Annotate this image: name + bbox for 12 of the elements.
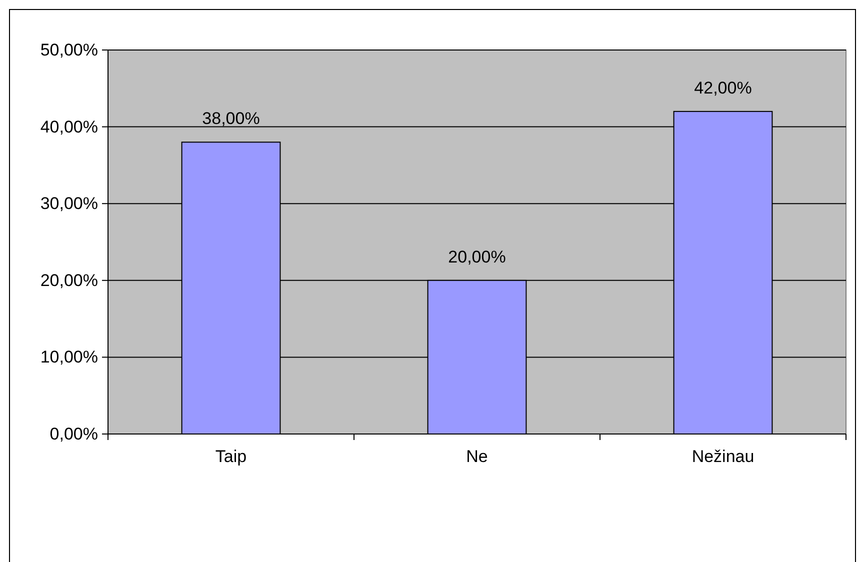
y-tick-label: 20,00% <box>40 270 98 290</box>
x-tick-label: Ne <box>466 447 488 466</box>
data-label: 38,00% <box>202 109 260 128</box>
y-tick-label: 0,00% <box>50 424 98 444</box>
y-tick-label: 30,00% <box>40 194 98 214</box>
data-label: 42,00% <box>694 78 752 98</box>
x-tick-label: Nežinau <box>692 447 754 466</box>
y-tick-label: 40,00% <box>40 117 98 136</box>
y-tick-label: 50,00% <box>40 40 98 60</box>
data-label: 20,00% <box>448 247 506 266</box>
y-tick-label: 10,00% <box>40 348 98 367</box>
x-tick-label: Taip <box>215 447 247 466</box>
